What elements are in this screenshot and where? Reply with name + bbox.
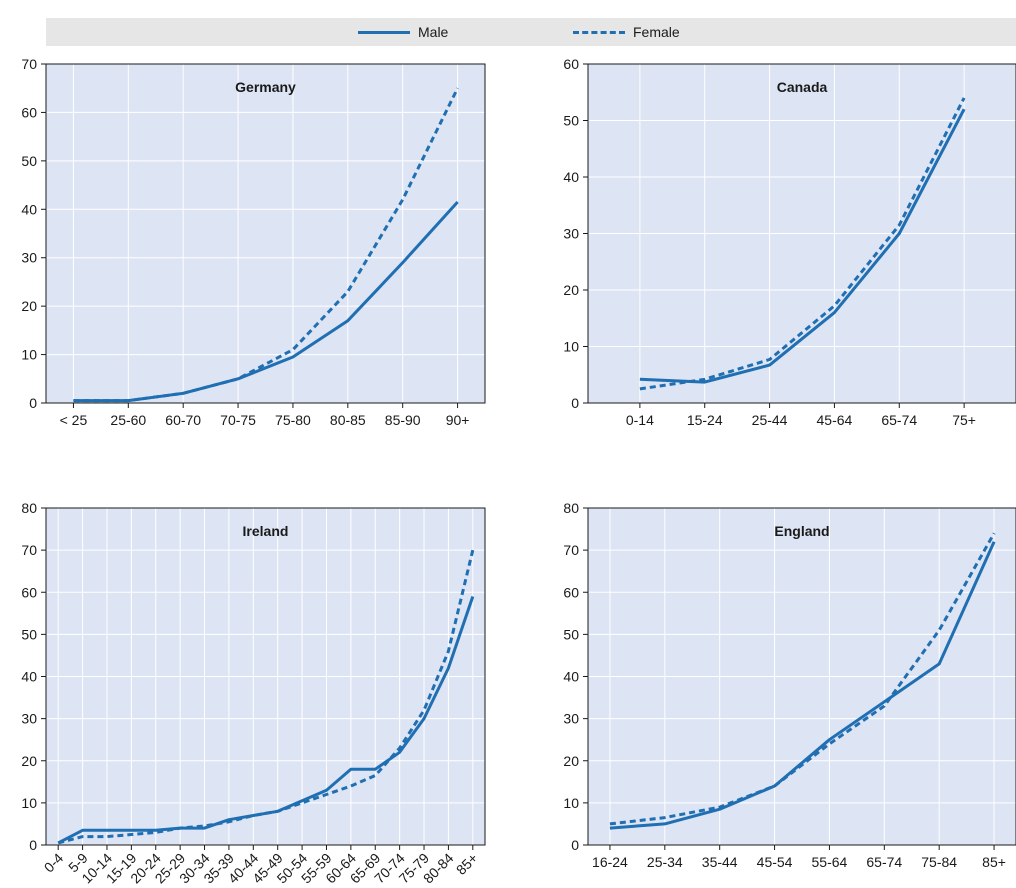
legend-item-male: Male [358,18,448,46]
y-tick-label: 10 [563,339,579,355]
y-tick-label: 20 [563,282,579,298]
chart-title: England [774,523,829,539]
y-tick-label: 30 [21,711,37,727]
chart-panel-germany: 0 10 20 30 40 50 60 70 < 25 25-60 60-70 70-75 75-80 8… [21,56,486,428]
y-tick-label: 60 [21,584,37,600]
y-tick-label: 60 [563,56,579,72]
y-tick-label: 60 [21,104,37,120]
x-tick-label: < 25 [60,412,88,428]
x-tick-label: 75-84 [921,854,957,870]
chart-panel-canada: 0 10 20 30 40 50 60 0-14 15-24 25-44 45-64 65-74 75+… [563,56,1016,428]
y-tick-label: 30 [563,711,579,727]
y-tick-label: 10 [21,347,37,363]
x-tick-label: 60-70 [165,412,201,428]
y-tick-label: 20 [563,753,579,769]
legend-swatch-solid [358,30,410,34]
y-tick-label: 30 [563,226,579,242]
x-tick-label: 65-74 [866,854,902,870]
y-tick-label: 20 [21,753,37,769]
y-tick-label: 0 [29,395,37,411]
x-tick-label: 25-44 [752,412,788,428]
y-tick-label: 0 [571,837,579,853]
series-line-female [639,97,966,391]
x-tick-label: 65-74 [881,412,917,428]
series-line-female [57,549,475,845]
y-tick-label: 70 [563,542,579,558]
chart-panel-england: 0 10 20 30 40 50 60 70 80 16-24 25-34 35-44 45-54 55-… [563,500,1016,870]
x-tick-label: 85+ [453,850,481,878]
x-tick-label: 45-54 [757,854,793,870]
y-tick-label: 80 [563,500,579,516]
x-tick-label: 15-24 [687,412,723,428]
x-tick-label: 85-90 [385,412,421,428]
y-tick-label: 10 [563,795,579,811]
y-tick-label: 50 [21,626,37,642]
legend-label-male: Male [418,24,449,40]
x-tick-label: 16-24 [592,854,628,870]
series-line-female [73,87,459,403]
y-tick-label: 30 [21,250,37,266]
x-tick-label: 55-64 [812,854,848,870]
x-tick-label: 35-44 [702,854,738,870]
y-tick-label: 50 [21,153,37,169]
plot-frame [45,63,486,404]
y-tick-label: 60 [563,584,579,600]
plot-background [46,64,485,403]
x-tick-label: 85+ [982,854,1006,870]
y-tick-label: 70 [21,542,37,558]
y-tick-label: 80 [21,500,37,516]
legend-swatch-dashed [573,30,625,34]
x-tick-label: 25-60 [110,412,146,428]
y-tick-label: 40 [21,669,37,685]
chart-title: Germany [235,79,296,95]
y-tick-label: 40 [21,201,37,217]
y-tick-label: 70 [21,56,37,72]
x-tick-label: 0-4 [41,850,67,876]
x-tick-label: 75+ [952,412,976,428]
chart-title: Canada [777,79,828,95]
y-tick-label: 0 [571,395,579,411]
x-tick-label: 0-14 [626,412,654,428]
y-tick-label: 50 [563,626,579,642]
series-line-female [609,532,996,826]
y-tick-label: 0 [29,837,37,853]
x-tick-label: 70-75 [220,412,256,428]
y-tick-label: 20 [21,298,37,314]
x-tick-label: 75-80 [275,412,311,428]
y-tick-label: 40 [563,169,579,185]
legend-label-female: Female [633,24,680,40]
y-tick-label: 50 [563,113,579,129]
y-tick-label: 40 [563,669,579,685]
x-tick-label: 90+ [446,412,470,428]
series-line-male [609,541,996,830]
y-tick-label: 10 [21,795,37,811]
x-tick-label: 80-85 [330,412,366,428]
x-tick-label: 45-64 [817,412,853,428]
legend: Male Female [46,18,1016,46]
x-tick-label: 25-34 [647,854,683,870]
chart-panel-ireland: 010203040506070800-45-910-1415-1920-2425… [21,500,486,886]
chart-title: Ireland [243,523,289,539]
legend-item-female: Female [573,18,680,46]
